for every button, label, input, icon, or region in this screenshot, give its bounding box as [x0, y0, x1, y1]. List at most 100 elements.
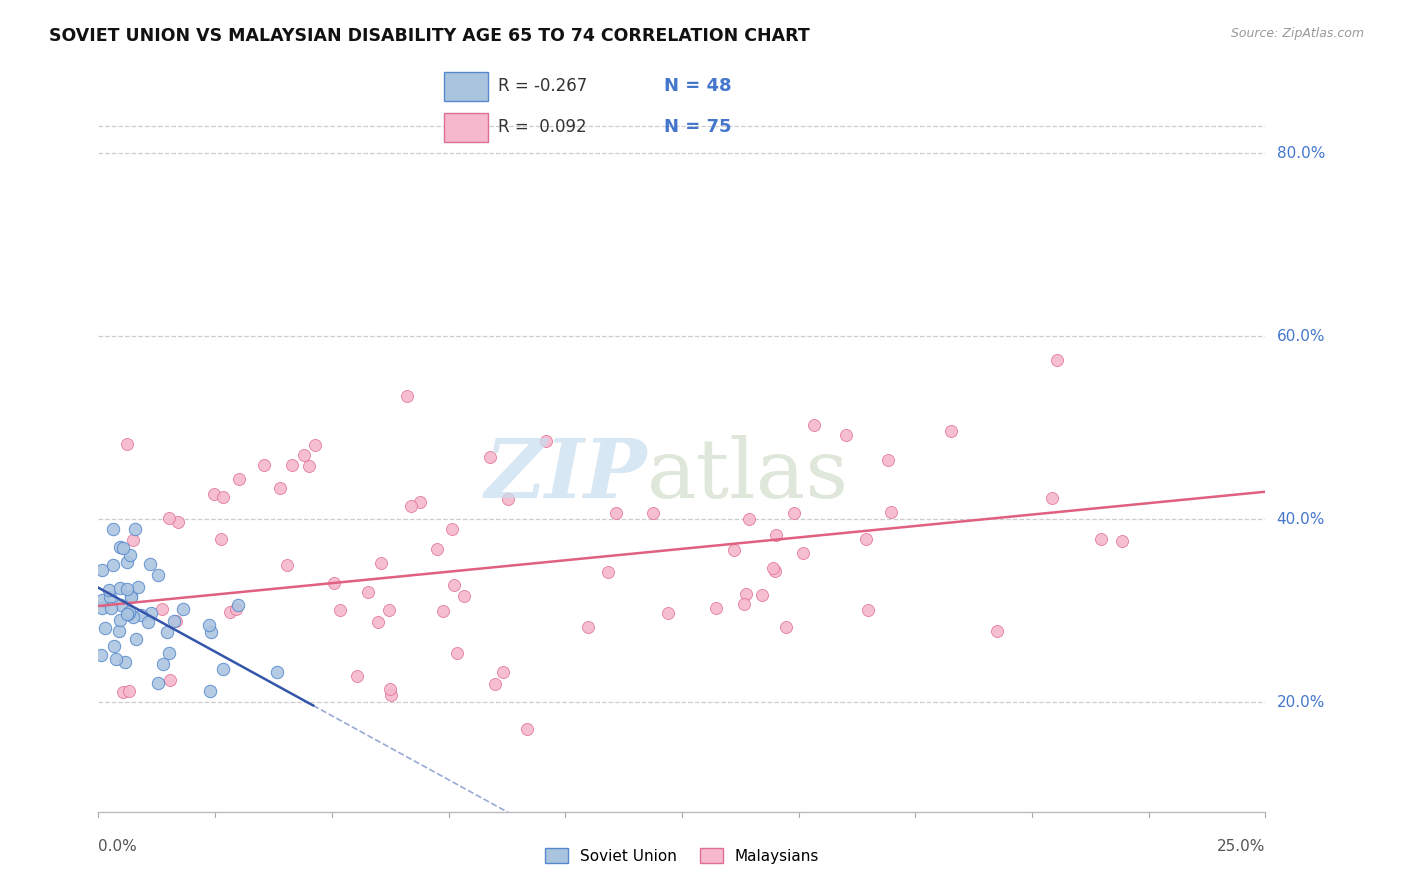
Text: 25.0%: 25.0% [1218, 839, 1265, 855]
Point [835, 427, 858, 442]
Point [110, 598, 132, 612]
Point [253, 458, 276, 473]
Point [276, 558, 298, 572]
Point [704, 601, 727, 615]
Text: ZIP: ZIP [484, 435, 647, 516]
Point [112, 541, 135, 556]
Point [212, 662, 235, 676]
Point [156, 624, 179, 639]
Point [357, 585, 380, 599]
Point [165, 615, 187, 629]
Point [167, 515, 190, 529]
Point [446, 646, 468, 660]
Text: R =  0.092: R = 0.092 [498, 118, 588, 136]
Point [880, 505, 903, 519]
Point [98, 582, 121, 597]
Point [1111, 534, 1133, 549]
Point [479, 450, 502, 465]
Point [641, 506, 664, 520]
Text: atlas: atlas [647, 435, 849, 516]
Point [453, 590, 475, 604]
Point [534, 434, 557, 449]
Point [129, 607, 152, 622]
Point [396, 389, 419, 403]
Point [138, 615, 160, 629]
Point [762, 561, 785, 575]
Point [209, 532, 232, 546]
Point [378, 602, 401, 616]
Point [598, 566, 620, 580]
Point [114, 655, 136, 669]
Point [734, 587, 756, 601]
Text: 20.0%: 20.0% [1277, 695, 1324, 709]
Point [225, 602, 247, 616]
Point [855, 532, 877, 546]
Text: 60.0%: 60.0% [1277, 329, 1324, 343]
Point [409, 495, 432, 509]
Point [163, 614, 186, 628]
Point [380, 682, 402, 697]
Point [1090, 532, 1112, 546]
Text: SOVIET UNION VS MALAYSIAN DISABILITY AGE 65 TO 74 CORRELATION CHART: SOVIET UNION VS MALAYSIAN DISABILITY AGE… [49, 27, 810, 45]
Point [118, 548, 141, 562]
Point [986, 624, 1008, 639]
Point [269, 481, 291, 495]
Point [91, 563, 114, 577]
Point [733, 597, 755, 611]
Point [298, 459, 321, 474]
Text: 40.0%: 40.0% [1277, 512, 1324, 526]
Text: 80.0%: 80.0% [1277, 146, 1324, 161]
Text: R = -0.267: R = -0.267 [498, 78, 588, 95]
Point [1045, 352, 1067, 367]
Point [157, 510, 180, 524]
Point [876, 452, 898, 467]
Point [367, 615, 389, 629]
Point [157, 646, 180, 660]
Point [751, 588, 773, 602]
Point [103, 640, 125, 654]
Point [198, 618, 221, 632]
Point [657, 607, 679, 621]
Point [108, 541, 131, 555]
Point [98, 590, 121, 604]
Point [738, 512, 761, 526]
Point [124, 523, 146, 537]
Point [803, 418, 825, 433]
Point [122, 533, 145, 548]
Point [443, 578, 465, 592]
Point [115, 607, 138, 621]
Point [775, 620, 797, 634]
Point [118, 605, 141, 619]
Point [323, 576, 346, 591]
Point [228, 599, 250, 613]
Point [117, 607, 139, 621]
Point [723, 542, 745, 557]
Point [90, 648, 112, 663]
Point [484, 677, 506, 691]
Text: N = 48: N = 48 [664, 78, 731, 95]
Bar [444, 112, 488, 142]
Point [426, 541, 449, 556]
Point [496, 491, 519, 506]
Point [103, 558, 125, 572]
Point [200, 624, 222, 639]
Point [105, 652, 128, 666]
Point [202, 487, 225, 501]
Point [304, 438, 326, 452]
Point [115, 582, 138, 596]
Point [856, 602, 879, 616]
Point [441, 522, 464, 536]
Point [108, 581, 131, 595]
Point [148, 676, 170, 690]
Point [370, 556, 392, 570]
Point [266, 665, 288, 679]
Point [783, 506, 806, 520]
Point [1042, 491, 1064, 506]
Point [139, 557, 162, 571]
Point [346, 669, 368, 683]
Point [118, 684, 141, 698]
Text: 0.0%: 0.0% [98, 839, 138, 855]
Point [122, 610, 145, 624]
Point [152, 602, 174, 616]
Point [120, 589, 142, 603]
